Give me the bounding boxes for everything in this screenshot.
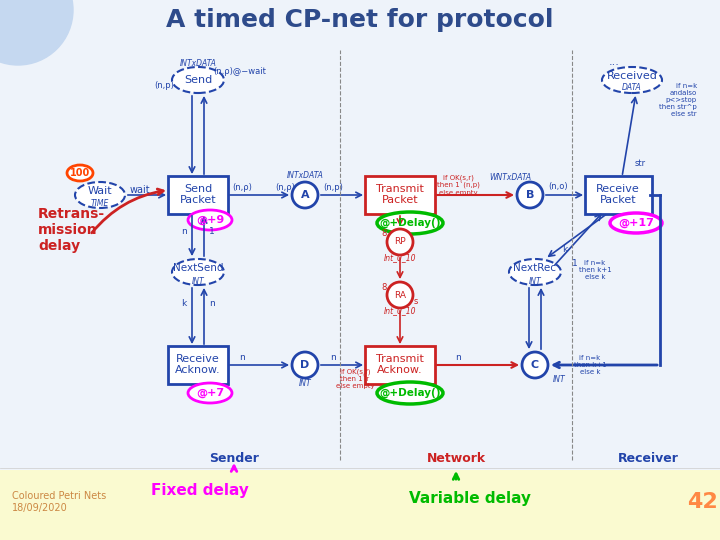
Text: ...: ... [608,57,619,67]
Text: if n=k
andalso
p<>stop
then str^p
else str: if n=k andalso p<>stop then str^p else s… [660,83,697,117]
Text: INTxDATA: INTxDATA [179,59,217,69]
Text: 42: 42 [687,492,717,512]
Text: str: str [634,159,646,167]
Circle shape [387,229,413,255]
Text: Network: Network [426,451,485,464]
Text: INT: INT [299,379,311,388]
Text: INT: INT [192,278,204,287]
Text: Receive: Receive [596,184,640,194]
Text: @+Delay(): @+Delay() [379,218,441,228]
Text: Transmit: Transmit [376,354,424,364]
Ellipse shape [602,67,662,93]
Text: wait: wait [130,185,150,195]
Text: NextSend: NextSend [173,263,223,273]
Text: @+7: @+7 [196,388,224,398]
FancyBboxPatch shape [365,346,435,384]
Ellipse shape [67,165,93,181]
Bar [0,0,720,470]
Text: D: D [300,360,310,370]
Text: Variable delay: Variable delay [409,490,531,505]
Text: (n,p): (n,p) [154,82,174,91]
Text: (n,o): (n,o) [548,183,568,192]
Text: (n,p): (n,p) [323,184,343,192]
Text: k: k [181,300,186,308]
Text: DATA: DATA [622,84,642,92]
Ellipse shape [188,383,232,403]
Text: Int_0_10: Int_0_10 [384,253,416,262]
Text: TIME: TIME [91,199,109,208]
Text: Send: Send [184,184,212,194]
Text: if n=k
then k+1
else k: if n=k then k+1 else k [574,355,606,375]
Ellipse shape [610,213,662,233]
Text: n: n [455,353,461,361]
Ellipse shape [509,259,561,285]
Text: RP: RP [394,238,406,246]
Ellipse shape [188,210,232,230]
Ellipse shape [377,382,443,404]
Text: 1: 1 [572,260,578,268]
Text: INTxDATA: INTxDATA [287,171,323,179]
Text: 100: 100 [70,168,90,178]
Text: (n,ρ): (n,ρ) [232,184,252,192]
Text: Packet: Packet [382,195,418,205]
Text: Sender: Sender [209,451,259,464]
Text: Packet: Packet [600,195,636,205]
Text: (n,ρ): (n,ρ) [275,183,295,192]
Text: NextRec: NextRec [513,263,557,273]
Text: Send: Send [184,75,212,85]
Ellipse shape [377,212,443,234]
Circle shape [0,0,73,65]
Text: RA: RA [394,291,406,300]
Text: n: n [239,354,245,362]
Text: @+17: @+17 [618,218,654,228]
Text: if n=k
then k+1
else k: if n=k then k+1 else k [579,260,611,280]
Text: Fixed delay: Fixed delay [151,483,249,497]
Circle shape [292,352,318,378]
Text: Wait: Wait [88,186,112,196]
Text: 1: 1 [209,226,215,235]
Text: @+Delay(): @+Delay() [379,388,441,398]
Text: B: B [526,190,534,200]
Text: A timed CP-net for protocol: A timed CP-net for protocol [166,8,554,32]
Bar [0,470,720,540]
Text: k: k [562,246,567,254]
Text: Receive: Receive [176,354,220,364]
Circle shape [387,282,413,308]
Text: C: C [531,360,539,370]
Text: (n,ρ)@−wait: (n,ρ)@−wait [214,68,266,77]
Text: Coloured Petri Nets
18/09/2020: Coloured Petri Nets 18/09/2020 [12,491,107,513]
FancyBboxPatch shape [365,176,435,214]
Text: INT: INT [553,375,565,383]
Text: Int_0_10: Int_0_10 [384,307,416,315]
Ellipse shape [172,259,224,285]
FancyBboxPatch shape [585,176,652,214]
Circle shape [517,182,543,208]
Text: if OK(s,f)
then 1`r
else empty: if OK(s,f) then 1`r else empty [336,369,374,389]
Text: INT: INT [528,278,541,287]
Text: if OK(s,r)
then 1`(n,p)
else empty: if OK(s,r) then 1`(n,p) else empty [436,174,480,196]
Text: n: n [330,354,336,362]
Text: Retrans-
mission
delay: Retrans- mission delay [38,207,105,253]
Text: @+9: @+9 [196,215,224,225]
Text: 8: 8 [382,282,387,292]
Text: n: n [181,226,187,235]
Text: Received: Received [606,71,657,81]
Ellipse shape [172,67,224,93]
Text: Packet: Packet [180,195,216,205]
FancyBboxPatch shape [168,176,228,214]
Text: Acknow.: Acknow. [175,365,221,375]
Text: Receiver: Receiver [618,451,678,464]
Ellipse shape [75,182,125,208]
Text: Transmit: Transmit [376,184,424,194]
Text: Acknow.: Acknow. [377,365,423,375]
Circle shape [292,182,318,208]
FancyBboxPatch shape [168,346,228,384]
Text: A: A [301,190,310,200]
Text: WNTxDATA: WNTxDATA [489,172,531,181]
Text: s: s [414,296,418,306]
Text: 8: 8 [382,230,387,239]
Circle shape [522,352,548,378]
Text: n: n [209,300,215,308]
